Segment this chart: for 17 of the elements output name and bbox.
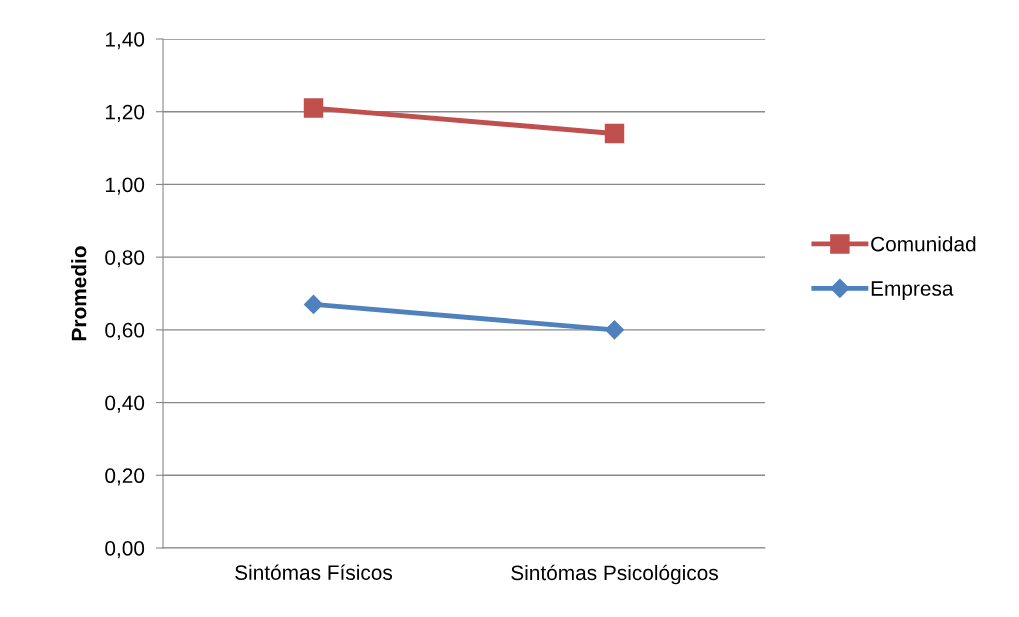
y-tick-label: 0,20 [105,468,145,486]
y-tick-label: 0,80 [105,250,145,268]
point [303,98,324,118]
point [604,123,625,144]
y-tick-label: 1,00 [105,177,145,195]
y-tick-label: 0,00 [105,541,145,559]
y-tick-label: 0,60 [105,322,145,341]
y-tick-label: 0,40 [105,395,145,413]
legend-label: Comunidad [871,236,976,252]
x-tick-label: Sintómas Psicológicos [511,564,718,585]
y-tick-label: 1,20 [105,104,145,122]
y-axis-title: Promedio [71,246,87,341]
point [303,294,324,314]
y-tick-label: 1,40 [105,32,145,50]
legend-label: Empresa [871,281,954,300]
point [604,320,625,340]
x-tick-label: Sintómas Físicos [235,564,393,580]
